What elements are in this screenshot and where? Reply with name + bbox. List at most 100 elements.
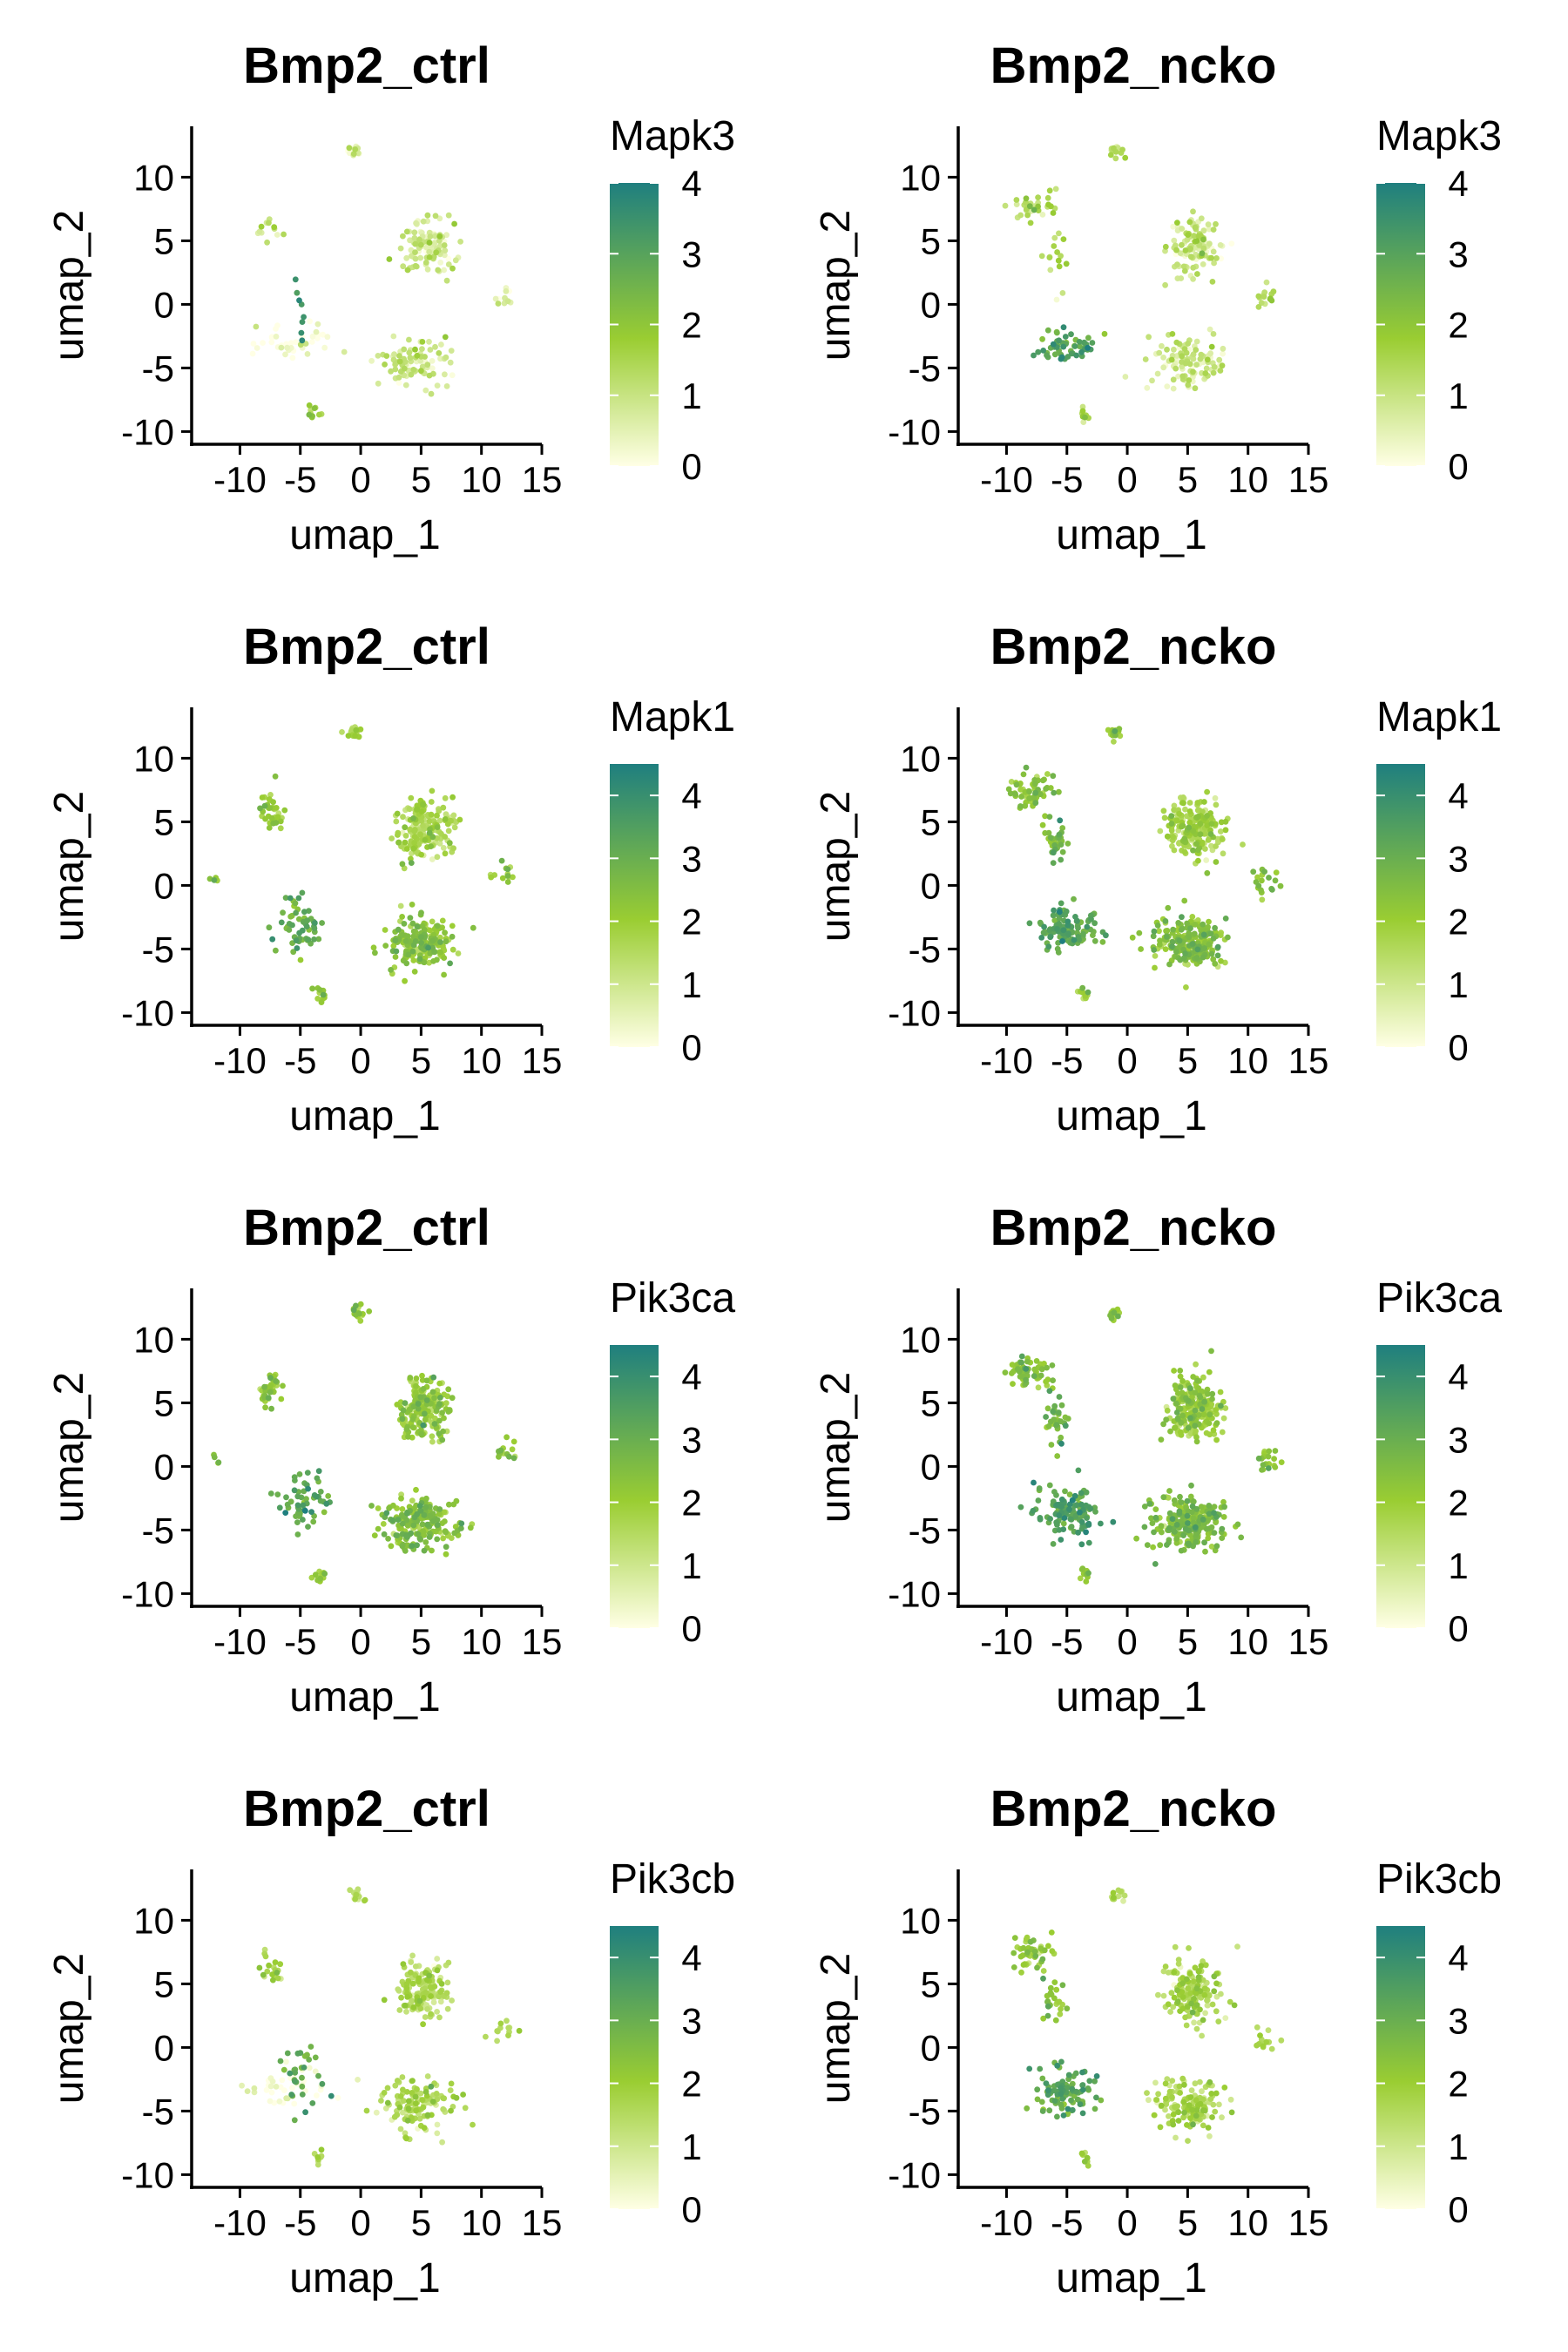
data-point <box>1115 1313 1121 1320</box>
data-point <box>415 1405 422 1412</box>
data-point <box>315 1468 322 1475</box>
panel-title: Bmp2_ctrl <box>243 1781 490 1837</box>
color-scale-bar <box>610 764 659 1047</box>
data-point <box>386 256 393 262</box>
y-tick-label: -10 <box>121 1573 174 1614</box>
data-point <box>1179 1989 1186 1996</box>
data-point <box>1068 350 1075 357</box>
data-point <box>1211 260 1217 267</box>
data-point <box>1221 2085 1228 2091</box>
data-point <box>506 1453 512 1460</box>
data-point <box>447 2087 454 2094</box>
data-point <box>1174 261 1180 268</box>
x-tick-label: -10 <box>980 459 1033 500</box>
y-tick-label: 10 <box>900 1319 941 1360</box>
data-point <box>426 818 433 824</box>
data-point <box>1200 2096 1206 2103</box>
data-point <box>1184 1497 1191 1504</box>
data-point <box>1220 350 1226 357</box>
data-point <box>1112 155 1119 162</box>
data-point <box>1108 1315 1115 1321</box>
data-point <box>1162 918 1169 924</box>
y-axis-title: umap_2 <box>46 1372 92 1523</box>
data-point <box>1258 887 1264 894</box>
data-point <box>256 1964 263 1971</box>
data-point <box>1064 2085 1071 2092</box>
data-point <box>389 1517 395 1524</box>
data-point <box>1169 1516 1176 1522</box>
data-point <box>261 802 268 809</box>
data-point <box>1175 1957 1182 1963</box>
data-point <box>1187 1385 1193 1392</box>
data-point <box>1024 2105 1031 2112</box>
panel-title: Bmp2_ncko <box>990 618 1277 675</box>
data-point <box>444 2005 451 2012</box>
data-point <box>402 2002 409 2009</box>
data-point <box>1039 335 1045 342</box>
legend-tick-label: 3 <box>681 233 701 274</box>
data-point <box>1228 2109 1235 2116</box>
data-point <box>410 1522 417 1529</box>
data-point <box>356 1310 362 1317</box>
data-point <box>1261 868 1267 875</box>
data-point <box>276 2098 283 2105</box>
data-point <box>306 2057 313 2063</box>
y-tick-label: -10 <box>888 411 941 452</box>
data-point <box>396 2007 403 2013</box>
data-point <box>1121 1892 1128 1899</box>
point-layer <box>1010 1887 1285 2169</box>
data-point <box>411 969 418 975</box>
data-point <box>1058 900 1064 907</box>
color-scale-bar <box>1376 1926 1425 2209</box>
data-point <box>287 913 294 920</box>
data-point <box>429 856 436 862</box>
data-point <box>1190 1498 1197 1505</box>
data-point <box>1200 1374 1206 1381</box>
data-point <box>1192 1423 1199 1429</box>
data-point <box>1173 247 1179 253</box>
data-point <box>1187 925 1193 932</box>
data-point <box>1110 1894 1117 1901</box>
data-point <box>1085 1570 1092 1577</box>
data-point <box>399 1512 405 1519</box>
legend-tick-label: 1 <box>681 1545 701 1586</box>
legend-tick-label: 4 <box>1448 163 1468 204</box>
data-point <box>421 1410 428 1417</box>
x-tick-label: 5 <box>1178 459 1198 500</box>
data-point <box>1179 914 1185 921</box>
data-point <box>294 945 301 951</box>
data-point <box>418 939 424 946</box>
data-point <box>1051 2098 1058 2105</box>
panel-title: Bmp2_ncko <box>990 1200 1277 1256</box>
data-point <box>1041 1947 1048 1954</box>
y-tick-label: 5 <box>154 801 174 842</box>
data-point <box>1187 1493 1194 1500</box>
data-point <box>1219 2114 1225 2121</box>
data-point <box>1024 1949 1031 1956</box>
data-point <box>400 263 407 270</box>
data-point <box>409 1416 416 1423</box>
data-point <box>1171 1970 1178 1976</box>
data-point <box>1168 821 1175 827</box>
data-point <box>271 224 278 231</box>
data-point <box>357 1317 364 1324</box>
data-point <box>1259 896 1266 903</box>
data-point <box>274 1975 281 1982</box>
data-point <box>1160 1494 1167 1501</box>
x-tick-label: 10 <box>461 2202 502 2243</box>
legend-tick-label: 2 <box>681 2064 701 2105</box>
data-point <box>1200 245 1207 252</box>
data-point <box>404 1510 410 1517</box>
data-point <box>320 991 327 998</box>
data-point <box>394 2078 401 2084</box>
data-point <box>384 2099 391 2106</box>
data-point <box>451 824 458 831</box>
data-point <box>404 2089 410 2095</box>
data-point <box>1068 2097 1074 2104</box>
data-point <box>1207 930 1214 936</box>
data-point <box>1069 1497 1076 1504</box>
data-point <box>278 919 285 926</box>
data-point <box>1186 219 1193 226</box>
data-point <box>287 895 294 902</box>
data-point <box>1056 1512 1063 1519</box>
